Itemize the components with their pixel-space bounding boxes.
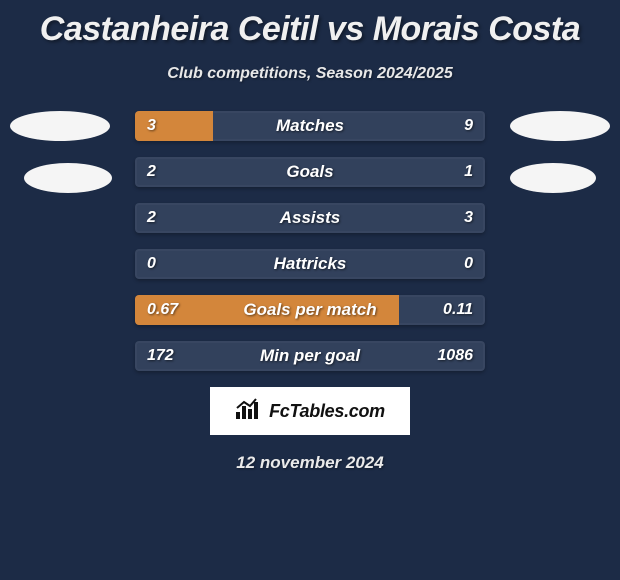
logo-icon <box>235 398 263 425</box>
avatar-oval <box>510 111 610 141</box>
player-left-avatar-group <box>10 111 112 215</box>
stat-label: Matches <box>135 111 485 141</box>
stat-row: 1721086Min per goal <box>135 341 485 371</box>
stat-label: Assists <box>135 203 485 233</box>
stat-row: 0.670.11Goals per match <box>135 295 485 325</box>
page-title: Castanheira Ceitil vs Morais Costa <box>0 0 620 49</box>
stat-label: Goals per match <box>135 295 485 325</box>
logo-box: FcTables.com <box>210 387 410 435</box>
stat-row: 39Matches <box>135 111 485 141</box>
stat-row: 23Assists <box>135 203 485 233</box>
logo-text: FcTables.com <box>269 401 385 422</box>
bars-container: 39Matches 21Goals 23Assists 00Hattricks 0.67… <box>135 111 485 371</box>
stat-row: 00Hattricks <box>135 249 485 279</box>
comparison-chart: 39Matches 21Goals 23Assists 00Hattricks 0.67… <box>0 111 620 473</box>
subtitle: Club competitions, Season 2024/2025 <box>0 65 620 83</box>
avatar-oval <box>24 163 112 193</box>
stat-label: Hattricks <box>135 249 485 279</box>
stat-label: Goals <box>135 157 485 187</box>
date-line: 12 november 2024 <box>20 453 600 473</box>
avatar-oval <box>10 111 110 141</box>
stat-row: 21Goals <box>135 157 485 187</box>
stat-label: Min per goal <box>135 341 485 371</box>
player-right-avatar-group <box>510 111 610 215</box>
avatar-oval <box>510 163 596 193</box>
